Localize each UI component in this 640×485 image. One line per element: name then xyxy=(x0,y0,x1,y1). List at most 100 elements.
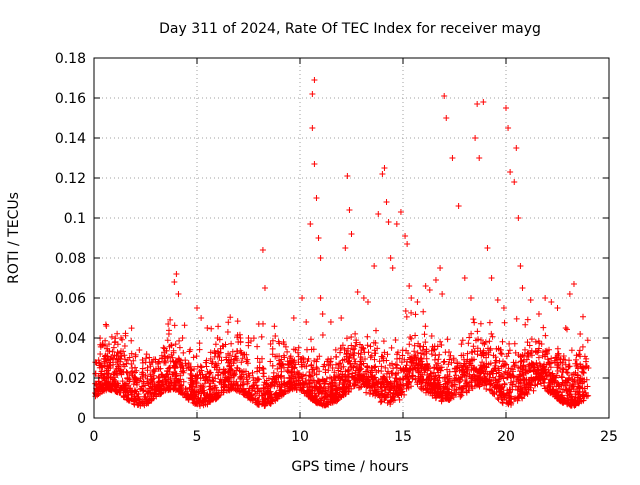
data-point xyxy=(527,297,534,303)
data-point xyxy=(511,179,518,185)
data-point xyxy=(344,173,351,179)
data-point xyxy=(414,299,421,305)
data-point xyxy=(171,279,178,285)
data-point xyxy=(494,297,501,303)
data-point xyxy=(385,219,392,225)
data-point xyxy=(548,299,555,305)
data-point xyxy=(360,295,367,301)
data-point xyxy=(371,263,378,269)
y-tick-label: 0.1 xyxy=(64,211,86,227)
data-point xyxy=(315,235,322,241)
data-point xyxy=(235,339,242,345)
data-point xyxy=(500,305,507,311)
data-point xyxy=(311,161,318,167)
x-tick-label: 10 xyxy=(291,429,309,445)
data-point xyxy=(327,319,334,325)
data-point xyxy=(317,295,324,301)
y-tick-label: 0.12 xyxy=(55,171,86,187)
data-point xyxy=(313,195,320,201)
data-point xyxy=(507,169,514,175)
data-point xyxy=(443,115,450,121)
data-point xyxy=(562,325,569,331)
data-point xyxy=(348,231,355,237)
data-point xyxy=(136,347,143,353)
data-point xyxy=(255,321,262,327)
data-point xyxy=(103,323,110,329)
data-point xyxy=(577,331,584,337)
data-point xyxy=(364,299,371,305)
data-point xyxy=(311,77,318,83)
data-point xyxy=(148,359,155,365)
data-point xyxy=(224,329,231,335)
dense-scatter-markers xyxy=(92,308,592,409)
data-point xyxy=(317,255,324,261)
data-point xyxy=(121,343,128,349)
data-point xyxy=(354,289,361,295)
data-point xyxy=(437,265,444,271)
y-tick-label: 0 xyxy=(77,411,86,427)
data-point xyxy=(467,295,474,301)
data-point xyxy=(449,155,456,161)
data-markers xyxy=(97,77,592,371)
data-point xyxy=(214,335,221,341)
data-point xyxy=(503,105,509,111)
data-point xyxy=(338,315,345,321)
data-point xyxy=(194,305,200,311)
data-point xyxy=(472,135,479,141)
data-point xyxy=(198,315,205,321)
data-point xyxy=(387,255,394,261)
y-tick-label: 0.06 xyxy=(55,291,86,307)
data-point xyxy=(484,245,491,251)
data-point xyxy=(299,295,306,301)
x-tick-label: 20 xyxy=(497,429,515,445)
data-point xyxy=(375,211,382,217)
data-point xyxy=(383,199,390,205)
data-point xyxy=(480,99,487,105)
x-tick-label: 0 xyxy=(90,429,99,445)
data-point xyxy=(406,283,413,289)
dense-scatter-background xyxy=(92,308,592,409)
y-tick-label: 0.14 xyxy=(55,131,86,147)
x-tick-label: 25 xyxy=(600,429,618,445)
x-tick-label: 15 xyxy=(394,429,412,445)
data-point xyxy=(441,93,448,99)
data-point xyxy=(175,291,182,297)
data-point xyxy=(261,285,268,291)
data-point xyxy=(422,283,429,289)
data-point xyxy=(535,311,542,317)
data-point xyxy=(461,275,468,281)
plot-frame xyxy=(93,57,610,419)
data-point xyxy=(439,291,446,297)
y-tick-label: 0.08 xyxy=(55,251,86,267)
axis-ticks: 0 5 10 15 20 25 0 0.02 0.04 0.06 0.08 0.1 0.12 0.14 0.… xyxy=(55,51,618,445)
data-point xyxy=(381,165,388,171)
data-point xyxy=(517,263,524,269)
y-tick-label: 0.16 xyxy=(55,91,86,107)
data-point xyxy=(397,209,404,215)
data-point xyxy=(346,207,353,213)
data-point xyxy=(389,265,396,271)
y-axis-label: ROTI / TECUs xyxy=(6,192,22,284)
data-point xyxy=(554,305,561,311)
y-tick-label: 0.18 xyxy=(55,51,86,67)
data-point xyxy=(307,221,314,227)
data-point xyxy=(179,335,186,341)
data-point xyxy=(379,171,386,177)
data-point xyxy=(402,233,409,239)
data-point xyxy=(404,241,411,247)
data-point xyxy=(513,145,520,151)
data-point xyxy=(585,365,592,371)
data-point xyxy=(259,247,266,253)
data-point xyxy=(97,351,104,357)
data-point xyxy=(455,203,462,209)
data-point xyxy=(309,91,316,97)
data-point xyxy=(474,101,481,107)
data-point xyxy=(426,287,433,293)
data-point xyxy=(570,281,577,287)
data-point xyxy=(165,321,172,327)
chart-title: Day 311 of 2024, Rate Of TEC Index for r… xyxy=(159,21,541,37)
data-point xyxy=(542,295,549,301)
y-tick-label: 0.02 xyxy=(55,371,86,387)
data-point xyxy=(476,155,483,161)
